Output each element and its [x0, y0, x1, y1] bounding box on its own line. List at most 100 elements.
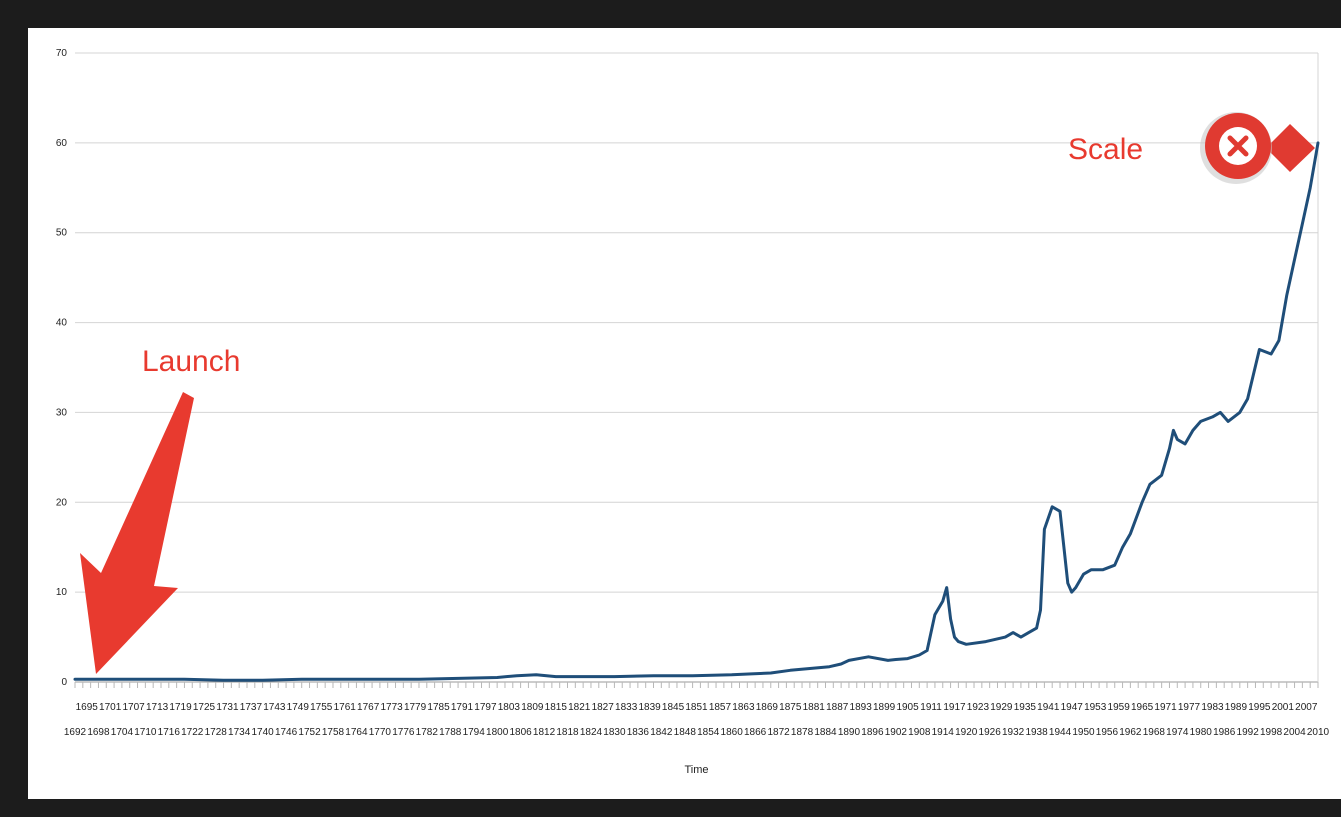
x-tick-label: 1857	[709, 702, 732, 713]
x-tick-label: 1917	[943, 702, 966, 713]
x-tick-label: 1866	[744, 727, 767, 738]
x-axis-tick-labels: 1695 1701 1707 1713 1719 1725 1731 1737 1743 1749…	[64, 702, 1330, 738]
x-tick-label: 1953	[1084, 702, 1107, 713]
x-tick-label: 1704	[111, 727, 134, 738]
x-tick-label: 1971	[1154, 702, 1177, 713]
x-tick-label: 1761	[334, 702, 357, 713]
x-axis-title: Time	[684, 764, 708, 776]
x-tick-label: 1725	[193, 702, 216, 713]
x-tick-label: 1965	[1131, 702, 1154, 713]
x-tick-label: 1698	[87, 727, 110, 738]
y-axis: 0 10 20 30 40 50 60 70	[56, 48, 68, 688]
x-tick-label: 1716	[158, 727, 181, 738]
x-tick-label: 1758	[322, 727, 345, 738]
y-tick-label: 40	[56, 318, 68, 329]
x-tick-label: 1854	[697, 727, 720, 738]
x-tick-label: 1692	[64, 727, 87, 738]
x-tick-label: 1890	[838, 727, 861, 738]
x-tick-label: 1902	[885, 727, 908, 738]
x-tick-label: 1776	[392, 727, 415, 738]
x-tick-label: 1827	[592, 702, 615, 713]
x-tick-label: 1986	[1213, 727, 1236, 738]
x-tick-label: 1941	[1037, 702, 1060, 713]
x-tick-label: 2010	[1307, 727, 1330, 738]
x-tick-label: 1743	[263, 702, 286, 713]
y-tick-label: 30	[56, 407, 68, 418]
x-tick-label: 1779	[404, 702, 427, 713]
x-tick-label: 1815	[545, 702, 568, 713]
x-tick-label: 1914	[932, 727, 955, 738]
x-tick-label: 1878	[791, 727, 814, 738]
x-tick-label: 1809	[521, 702, 544, 713]
x-tick-label: 1728	[205, 727, 228, 738]
x-tick-label: 1791	[451, 702, 474, 713]
x-tick-label: 1794	[463, 727, 486, 738]
launch-label: Launch	[142, 345, 240, 378]
x-tick-label: 1959	[1108, 702, 1131, 713]
x-tick-label: 1788	[439, 727, 462, 738]
y-tick-label: 60	[56, 138, 68, 149]
x-tick-label: 2007	[1295, 702, 1318, 713]
x-tick-label: 1875	[779, 702, 802, 713]
x-tick-label: 1860	[721, 727, 744, 738]
x-tick-label: 1995	[1248, 702, 1271, 713]
x-tick-label: 1755	[310, 702, 333, 713]
x-tick-label: 1836	[627, 727, 650, 738]
x-tick-label: 1830	[603, 727, 626, 738]
y-tick-label: 20	[56, 497, 68, 508]
x-tick-label: 1803	[498, 702, 521, 713]
x-tick-label: 1719	[169, 702, 192, 713]
launch-annotation: Launch	[80, 345, 240, 674]
x-tick-label: 1980	[1190, 727, 1213, 738]
x-tick-label: 1887	[826, 702, 849, 713]
x-tick-label: 1968	[1143, 727, 1166, 738]
x-tick-label: 1797	[474, 702, 497, 713]
x-tick-label: 1935	[1014, 702, 1037, 713]
x-tick-label: 1932	[1002, 727, 1025, 738]
x-tick-label: 1944	[1049, 727, 1072, 738]
y-tick-label: 70	[56, 48, 68, 59]
x-tick-label: 1773	[380, 702, 403, 713]
x-tick-label: 1752	[298, 727, 321, 738]
x-tick-label: 1983	[1201, 702, 1224, 713]
x-tick-label: 1812	[533, 727, 556, 738]
x-tick-label: 1722	[181, 727, 204, 738]
line-chart: 0 10 20 30 40 50 60 70 1695 1701 1707 1713 1719 1725…	[56, 48, 1330, 776]
x-tick-label: 1896	[861, 727, 884, 738]
x-tick-label: 1833	[615, 702, 638, 713]
x-tick-label: 1863	[732, 702, 755, 713]
x-tick-label: 1893	[850, 702, 873, 713]
x-tick-label: 1770	[369, 727, 392, 738]
x-tick-label: 1929	[990, 702, 1013, 713]
x-tick-label: 1734	[228, 727, 251, 738]
y-tick-label: 50	[56, 228, 68, 239]
x-tick-label: 1908	[908, 727, 931, 738]
x-tick-label: 1938	[1025, 727, 1048, 738]
x-tick-label: 1899	[873, 702, 896, 713]
x-tick-label: 1800	[486, 727, 509, 738]
x-tick-label: 1851	[685, 702, 708, 713]
scale-annotation: Scale	[1068, 112, 1315, 184]
x-tick-label: 1818	[556, 727, 579, 738]
x-tick-label: 1764	[345, 727, 368, 738]
x-tick-label: 1740	[251, 727, 274, 738]
x-tick-label: 1974	[1166, 727, 1189, 738]
x-tick-label: 1710	[134, 727, 157, 738]
close-badge-icon	[1200, 112, 1315, 184]
x-tick-label: 1872	[767, 727, 790, 738]
x-tick-label: 1881	[803, 702, 826, 713]
x-tick-label: 1869	[756, 702, 779, 713]
x-tick-label: 1911	[920, 702, 942, 713]
launch-arrow-icon	[80, 392, 194, 674]
x-tick-label: 1884	[814, 727, 837, 738]
x-tick-label: 1992	[1237, 727, 1260, 738]
x-tick-label: 1950	[1072, 727, 1095, 738]
x-tick-label: 2004	[1283, 727, 1306, 738]
x-tick-label: 1749	[287, 702, 310, 713]
x-tick-label: 1998	[1260, 727, 1283, 738]
x-tick-label: 1767	[357, 702, 380, 713]
series-group	[73, 141, 1320, 682]
x-tick-label: 2001	[1272, 702, 1295, 713]
x-tick-label: 1695	[76, 702, 99, 713]
scale-label: Scale	[1068, 133, 1143, 166]
